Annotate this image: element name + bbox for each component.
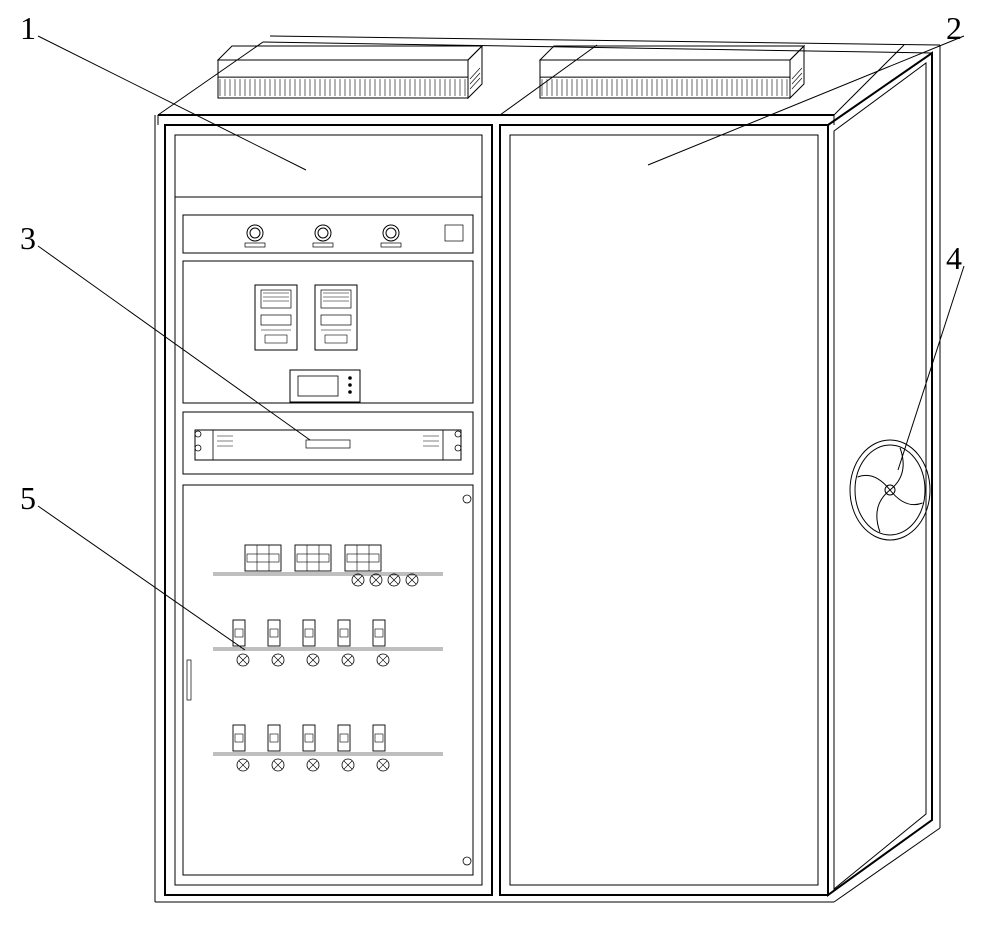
callout-number-5: 5 bbox=[20, 480, 36, 517]
callout-number-1: 1 bbox=[20, 10, 36, 47]
callout-number-3: 3 bbox=[20, 220, 36, 257]
callout-number-2: 2 bbox=[946, 10, 962, 47]
callout-number-4: 4 bbox=[946, 240, 962, 277]
cabinet-diagram bbox=[0, 0, 1000, 945]
